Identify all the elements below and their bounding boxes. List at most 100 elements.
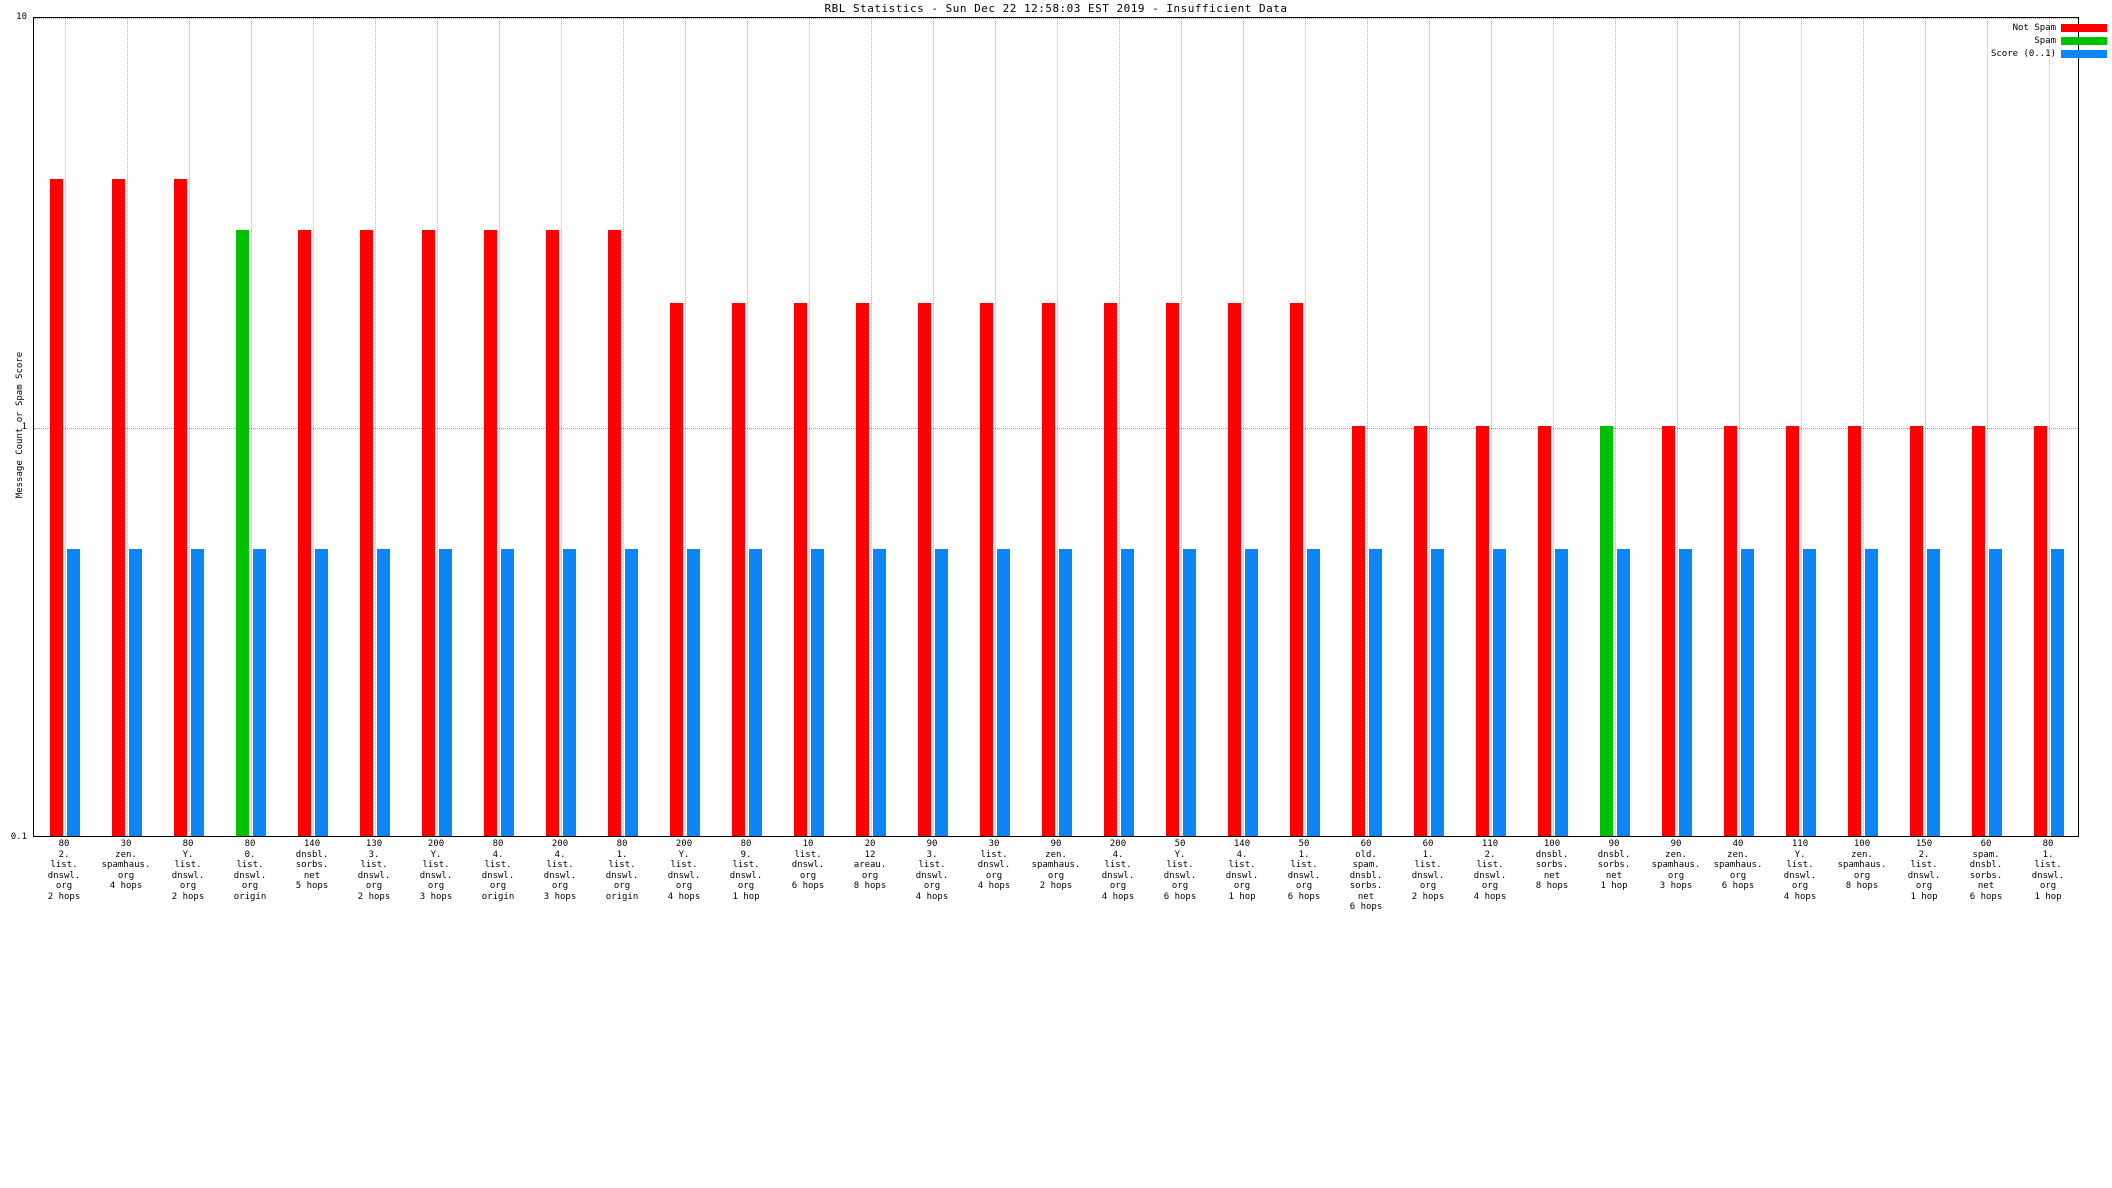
- x-tick-line: dnswl.: [543, 870, 577, 881]
- x-tick-line: 1.: [1422, 849, 1434, 860]
- bar-not-spam: [50, 179, 63, 836]
- x-tick-line: dnswl.: [233, 870, 267, 881]
- x-tick-label: 90 3. list. dnswl. org 4 hops: [901, 839, 963, 902]
- gridline-vertical: [251, 18, 252, 836]
- x-tick-line: 3 hops: [419, 891, 453, 902]
- bar-score: [873, 549, 886, 836]
- gridline-vertical: [313, 18, 314, 836]
- gridline-vertical: [1615, 18, 1616, 836]
- bar-score: [1617, 549, 1630, 836]
- bar-score: [1431, 549, 1444, 836]
- bar-score: [1989, 549, 2002, 836]
- x-tick-label: 110 Y. list. dnswl. org 4 hops: [1769, 839, 1831, 902]
- x-tick-count: 20: [864, 839, 876, 849]
- x-tick-line: dnswl.: [481, 870, 515, 881]
- x-tick-count: 80: [244, 839, 256, 849]
- x-tick-line: 4.: [1112, 849, 1124, 860]
- gridline-vertical: [995, 18, 996, 836]
- bar-not-spam: [1352, 426, 1365, 836]
- x-tick-line: dnswl.: [667, 870, 701, 881]
- gridline-horizontal: [34, 428, 2078, 429]
- x-tick-line: 1 hop: [2034, 891, 2062, 902]
- gridline-vertical: [65, 18, 66, 836]
- x-tick-count: 80: [616, 839, 628, 849]
- bar-score: [191, 549, 204, 836]
- x-tick-label: 30 list. dnswl. org 4 hops: [963, 839, 1025, 892]
- x-tick-line: dnswl.: [1225, 870, 1259, 881]
- x-tick-line: dnswl.: [605, 870, 639, 881]
- gridline-vertical: [127, 18, 128, 836]
- x-tick-label: 90 zen. spamhaus. org 2 hops: [1025, 839, 1087, 892]
- bar-not-spam: [1476, 426, 1489, 836]
- x-tick-line: old.: [1355, 849, 1377, 860]
- x-tick-label: 80 1. list. dnswl. org 1 hop: [2017, 839, 2079, 902]
- x-tick-label: 80 9. list. dnswl. org 1 hop: [715, 839, 777, 902]
- x-tick-line: list.: [918, 860, 946, 870]
- gridline-vertical: [1367, 18, 1368, 836]
- x-tick-line: list.: [1414, 860, 1442, 870]
- gridline-vertical: [437, 18, 438, 836]
- x-tick-line: 0.: [244, 849, 256, 860]
- gridline-vertical: [1119, 18, 1120, 836]
- bar-score: [67, 549, 80, 836]
- gridline-vertical: [561, 18, 562, 836]
- x-tick-line: origin: [481, 891, 515, 902]
- bar-not-spam: [1786, 426, 1799, 836]
- x-tick-count: 140: [1233, 839, 1251, 849]
- x-tick-line: dnswl.: [1101, 870, 1135, 881]
- x-tick-line: 6 hops: [791, 881, 825, 891]
- x-tick-line: 2.: [1918, 849, 1930, 860]
- gridline-vertical: [1801, 18, 1802, 836]
- x-tick-line: org: [241, 881, 259, 891]
- x-tick-line: 4 hops: [667, 891, 701, 902]
- gridline-vertical: [623, 18, 624, 836]
- x-tick-label: 100 zen. spamhaus. org 8 hops: [1831, 839, 1893, 892]
- x-tick-line: Y.: [678, 849, 690, 860]
- x-tick-line: 3.: [926, 849, 938, 860]
- x-tick-count: 80: [58, 839, 70, 849]
- x-tick-line: list.: [670, 860, 698, 870]
- gridline-vertical: [189, 18, 190, 836]
- x-tick-line: dnswl.: [1411, 870, 1445, 881]
- legend-swatch-spam: [2061, 37, 2107, 45]
- x-tick-label: 30 zen. spamhaus. org 4 hops: [95, 839, 157, 892]
- legend-swatch-score: [2061, 50, 2107, 58]
- x-tick-line: list.: [732, 860, 760, 870]
- legend-label: Not Spam: [2012, 22, 2056, 33]
- x-tick-line: dnswl.: [47, 870, 81, 881]
- x-tick-line: dnswl.: [419, 870, 453, 881]
- x-tick-line: list.: [174, 860, 202, 870]
- x-tick-count: 200: [1109, 839, 1127, 849]
- x-tick-line: spam.: [1352, 860, 1380, 870]
- x-tick-label: 80 1. list. dnswl. org origin: [591, 839, 653, 902]
- bar-not-spam: [1290, 302, 1303, 836]
- x-tick-line: 6 hops: [1287, 891, 1321, 902]
- x-tick-line: zen.: [1727, 849, 1749, 860]
- x-tick-count: 50: [1174, 839, 1186, 849]
- x-tick-count: 60: [1422, 839, 1434, 849]
- x-tick-line: dnsbl.: [1349, 870, 1383, 881]
- bar-score: [1865, 549, 1878, 836]
- x-tick-count: 80: [492, 839, 504, 849]
- x-tick-line: 4 hops: [109, 881, 143, 891]
- x-tick-line: list.: [2034, 860, 2062, 870]
- x-tick-line: origin: [605, 891, 639, 902]
- gridline-vertical: [1677, 18, 1678, 836]
- x-tick-line: dnswl.: [791, 860, 825, 870]
- x-tick-line: org: [427, 881, 445, 891]
- x-tick-line: list.: [1290, 860, 1318, 870]
- x-tick-count: 80: [2042, 839, 2054, 849]
- x-tick-count: 90: [926, 839, 938, 849]
- x-tick-line: spamhaus.: [101, 860, 151, 870]
- x-tick-line: dnsbl.: [1597, 849, 1631, 860]
- legend-swatch-not-spam: [2061, 24, 2107, 32]
- x-tick-label: 60 spam. dnsbl. sorbs. net 6 hops: [1955, 839, 2017, 902]
- x-tick-line: 1.: [616, 849, 628, 860]
- gridline-vertical: [2049, 18, 2050, 836]
- bar-not-spam: [732, 302, 745, 836]
- x-tick-line: list.: [1166, 860, 1194, 870]
- x-tick-line: org: [551, 881, 569, 891]
- x-tick-line: 1 hop: [732, 891, 760, 902]
- bar-not-spam: [980, 302, 993, 836]
- x-tick-count: 30: [988, 839, 1000, 849]
